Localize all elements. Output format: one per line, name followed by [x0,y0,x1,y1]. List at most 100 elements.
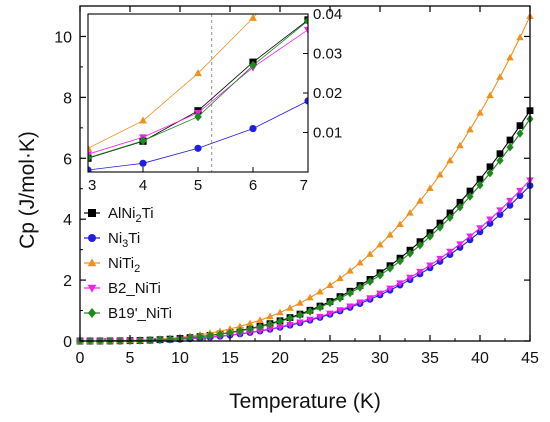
legend-item-B19'_NiTi: B19'_NiTi [84,305,172,322]
data-point [326,310,334,318]
data-point [376,270,384,280]
x-tick-label: 15 [221,350,239,367]
data-point [306,307,314,316]
data-point [326,298,334,308]
data-point [306,316,314,324]
data-point [476,109,484,116]
data-point [476,180,484,190]
data-point [486,163,494,171]
data-point [426,262,434,270]
data-point [316,313,324,321]
inset-x-tick-label: 5 [194,177,202,194]
legend-label: B2_NiTi [108,280,161,297]
data-point [296,299,304,306]
legend-item-AlNi2Ti: AlNi2Ti [84,205,154,225]
data-point [186,333,194,343]
legend-label: B19'_NiTi [108,305,172,322]
inset-data-point [249,124,257,133]
data-point [396,220,404,227]
x-tick-label: 0 [76,350,85,367]
legend-label: Ni3Ti [108,230,140,250]
data-point [496,207,504,215]
data-point [446,209,454,217]
data-point [496,211,504,219]
data-point [496,73,504,80]
inset-data-point [88,166,92,172]
x-tick-label: 45 [521,350,539,367]
data-point [516,33,524,41]
data-point [336,274,344,282]
inset-y-tick-label: 0.04 [313,6,342,23]
data-point [516,187,524,195]
x-axis-title: Temperature (K) [229,390,381,413]
inset-data-point [139,116,147,124]
data-point [296,310,304,320]
data-point [356,299,364,307]
data-point [286,321,294,329]
inset-x-tick-label: 7 [300,177,308,194]
data-point [406,274,414,282]
data-point [346,266,354,274]
inset-data-point [139,136,147,146]
data-point [506,136,514,144]
legend-marker [87,308,97,318]
data-point [336,293,344,303]
data-point [506,202,514,209]
data-point [486,91,494,99]
inset-x-tick-label: 4 [139,177,147,194]
legend-marker [88,209,96,217]
inset-series-group [88,14,308,172]
inset-data-point [249,14,257,21]
main-series-group [76,12,534,346]
data-point [216,330,224,339]
data-point [336,307,344,314]
data-point [486,220,494,227]
data-point [346,303,354,311]
data-point [316,287,324,295]
inset-x-tick-label: 6 [249,177,257,194]
data-point [286,314,294,323]
data-point [406,209,414,216]
data-point [246,319,254,327]
data-point [256,327,264,335]
data-point [256,316,264,323]
y-tick-label: 8 [63,90,72,107]
data-point [476,175,484,183]
data-point [456,203,464,212]
data-point [436,170,444,178]
inset-x-tick-label: 3 [88,177,96,194]
data-point [436,255,444,263]
legend: AlNi2Ti Ni3Ti NiTi2 B2_NiTi B19'_NiTi [84,205,172,322]
inset-data-point [194,112,202,122]
inset-plot: 3 4 5 6 7 0.01 0.02 0.03 0.04 [87,6,342,194]
inset-data-point [194,144,202,152]
y-tick-label: 6 [63,151,72,168]
inset-y-tick-label: 0.01 [313,125,342,142]
legend-label: AlNi2Ti [108,205,154,225]
legend-marker [88,234,96,242]
data-point [506,197,514,205]
data-point [366,250,374,257]
x-tick-label: 25 [321,350,339,367]
data-point [266,320,274,329]
y-tick-label: 0 [63,334,72,351]
data-point [466,125,474,133]
y-tick-label: 4 [63,212,72,229]
inset-data-point [88,144,92,152]
data-point [516,122,524,130]
data-point [446,248,454,256]
series-B19'_NiTi [76,114,534,346]
inset-data-point [194,69,202,77]
data-point [486,216,494,224]
data-point [456,198,464,206]
data-point [436,223,444,232]
legend-marker [87,284,97,293]
data-point [376,290,384,298]
data-point [496,150,504,158]
data-point [436,219,444,227]
legend-item-B2_NiTi: B2_NiTi [84,280,161,297]
data-point [426,232,434,241]
data-point [486,168,494,178]
